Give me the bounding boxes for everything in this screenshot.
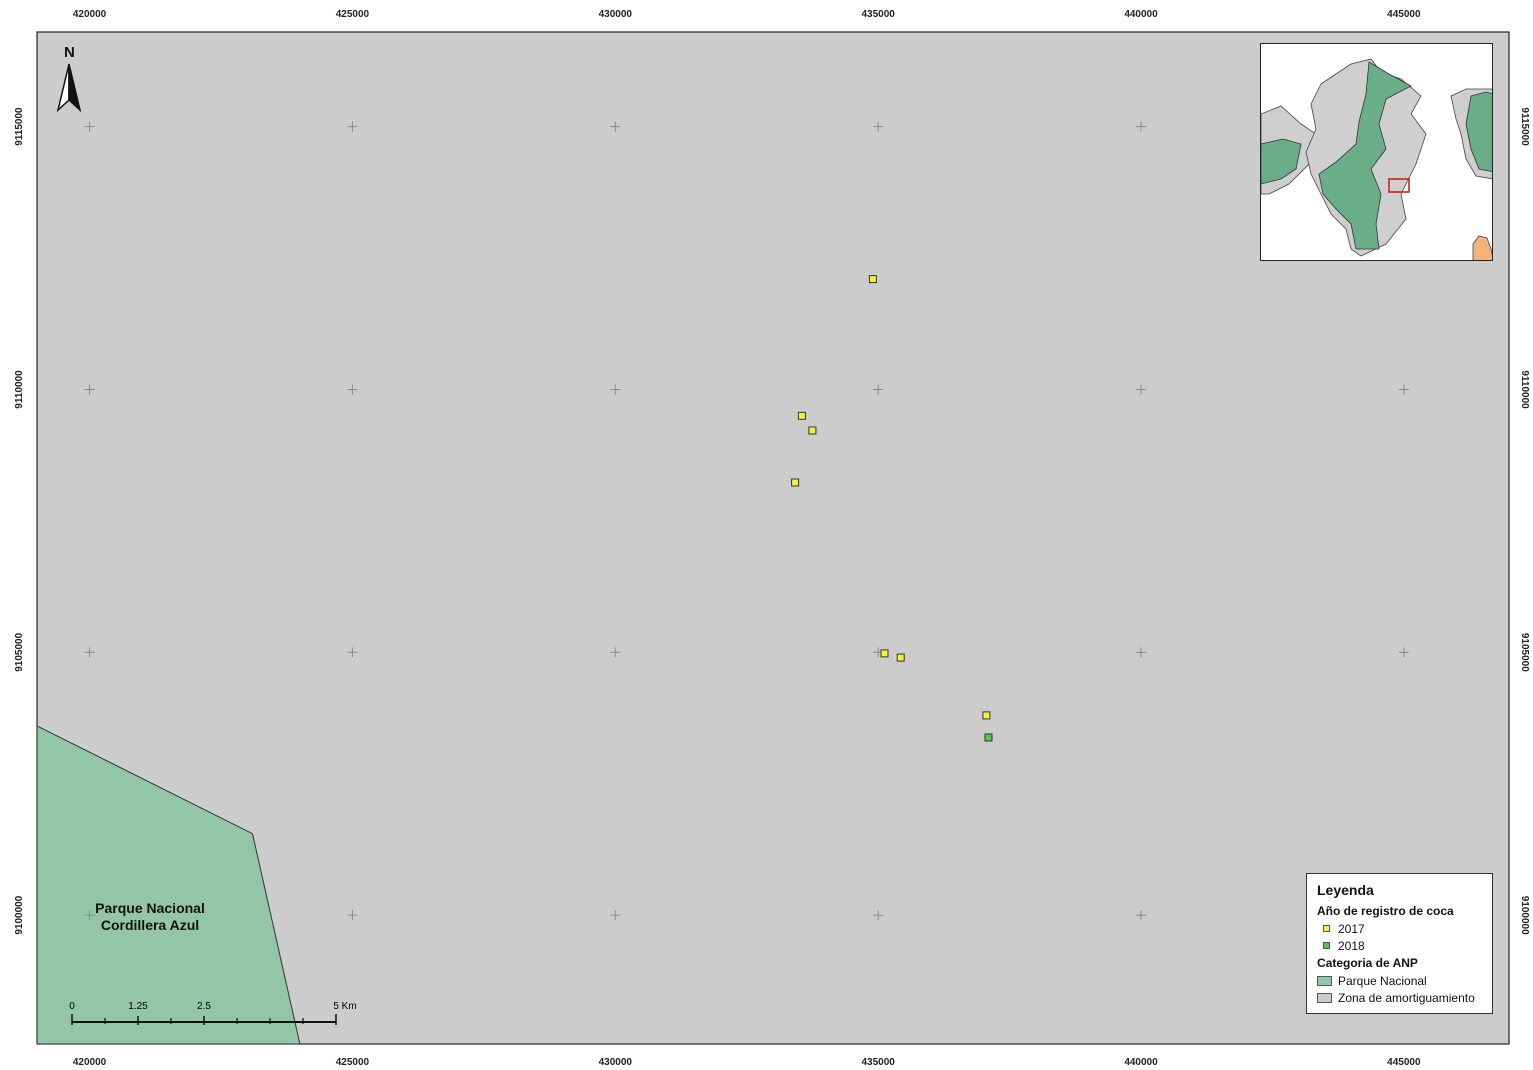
scale-label-5km: 5 Km (333, 1001, 356, 1012)
graticule-cross-2-2 (610, 647, 621, 658)
legend-item-2017: 2017 (1317, 920, 1484, 937)
legend-label-parque-nacional: Parque Nacional (1338, 973, 1427, 988)
legend-label-zona-amortiguamiento: Zona de amortiguamiento (1338, 990, 1475, 1005)
y-tick-left-0: 9115000 (14, 107, 25, 146)
park-label-line2: Cordillera Azul (100, 917, 200, 933)
north-arrow-icon (56, 63, 82, 113)
inset-park-east (1465, 91, 1492, 173)
legend-title: Leyenda (1317, 882, 1374, 898)
x-tick-bottom-5: 445000 (1387, 1057, 1421, 1068)
bottom-x-tick-labels: 420000 425000 430000 435000 440000 445000 (73, 1057, 1421, 1068)
x-tick-top-3: 435000 (861, 9, 895, 20)
legend-swatch-2017 (1323, 925, 1330, 932)
scale-label-2-5: 2.5 (197, 1001, 211, 1012)
x-tick-top-1: 425000 (336, 9, 370, 20)
graticule-cross-5-2 (1398, 647, 1409, 658)
y-tick-left-2: 9105000 (14, 632, 25, 671)
inset-park-west (1261, 138, 1302, 185)
x-tick-top-2: 430000 (599, 9, 633, 20)
y-tick-right-3: 9100000 (1519, 896, 1530, 935)
graticule-cross-1-3 (347, 910, 358, 921)
graticule-cross-0-0 (84, 121, 95, 132)
right-y-tick-labels: 9115000 9110000 9105000 9100000 (1519, 107, 1530, 935)
y-tick-right-2: 9105000 (1519, 633, 1530, 672)
coca-record-2017-3 (791, 478, 800, 487)
locator-inset-drawing (1261, 58, 1492, 260)
graticule-cross-0-2 (84, 647, 95, 658)
graticule-cross-1-2 (347, 647, 358, 658)
graticule-cross-2-0 (610, 121, 621, 132)
graticule-cross-4-3 (1136, 910, 1146, 921)
legend-label-2018: 2018 (1338, 938, 1365, 953)
legend-label-2017: 2017 (1338, 921, 1365, 936)
inset-study-area-frame (1388, 178, 1410, 193)
scale-label-0: 0 (69, 1001, 75, 1012)
x-tick-top-4: 440000 (1124, 9, 1158, 20)
y-tick-left-3: 9100000 (14, 895, 25, 934)
y-tick-left-1: 9110000 (14, 370, 25, 409)
scale-label-1-25: 1.25 (128, 1001, 148, 1012)
x-tick-top-5: 445000 (1387, 9, 1421, 20)
y-tick-right-0: 9115000 (1519, 107, 1530, 146)
left-y-tick-labels: 9115000 9110000 9105000 9100000 (14, 107, 25, 935)
coca-record-2017-2 (808, 426, 817, 435)
coca-record-2017-0 (868, 275, 877, 284)
legend-item-zona-amortiguamiento: Zona de amortiguamiento (1317, 989, 1484, 1006)
national-park-area (36, 725, 301, 1045)
graticule-cross-1-1 (347, 384, 358, 395)
graticule-cross-2-3 (610, 910, 621, 921)
coca-record-2017-1 (797, 411, 806, 420)
coca-record-2018-7 (984, 733, 993, 742)
inset-other-area (1472, 235, 1492, 260)
legend-swatch-zona-amortiguamiento (1317, 992, 1332, 1003)
inset-park-main (1318, 61, 1412, 250)
coca-record-2017-5 (896, 653, 905, 662)
scale-bar: 0 1.25 2.5 5 Km (69, 1001, 357, 1025)
graticule-cross-3-0 (873, 121, 884, 132)
x-tick-bottom-3: 435000 (861, 1057, 895, 1068)
park-label-line1: Parque Nacional (95, 900, 205, 916)
graticule-cross-2-1 (610, 384, 621, 395)
legend-swatch-parque-nacional (1317, 975, 1332, 986)
legend-swatch-2018 (1323, 942, 1330, 949)
y-tick-right-1: 9110000 (1519, 370, 1530, 409)
legend: Leyenda Año de registro de coca 2017 201… (1306, 873, 1493, 1014)
legend-item-parque-nacional: Parque Nacional (1317, 972, 1484, 989)
coca-records (791, 275, 993, 742)
graticule-cross-4-0 (1136, 121, 1146, 132)
x-tick-bottom-1: 425000 (336, 1057, 370, 1068)
graticule-cross-1-0 (347, 121, 358, 132)
legend-areas-heading: Categoria de ANP (1317, 956, 1418, 970)
x-tick-top-0: 420000 (73, 9, 107, 20)
locator-inset-map (1260, 43, 1493, 261)
graticule-cross-3-1 (873, 384, 884, 395)
x-tick-bottom-0: 420000 (73, 1057, 107, 1068)
x-tick-bottom-2: 430000 (599, 1057, 633, 1068)
legend-item-2018: 2018 (1317, 937, 1484, 954)
graticule-cross-3-3 (873, 910, 884, 921)
park-label: Parque Nacional Cordillera Azul (70, 900, 230, 934)
graticule-cross-5-1 (1398, 384, 1409, 395)
graticule-cross-0-1 (84, 384, 95, 395)
north-label: N (64, 44, 75, 61)
top-x-tick-labels: 420000 425000 430000 435000 440000 445000 (73, 9, 1421, 20)
coca-record-2017-4 (880, 649, 889, 658)
coca-record-2017-6 (982, 711, 991, 720)
legend-points-heading: Año de registro de coca (1317, 904, 1454, 918)
x-tick-bottom-4: 440000 (1124, 1057, 1158, 1068)
graticule-cross-4-1 (1136, 384, 1146, 395)
graticule-cross-4-2 (1136, 647, 1146, 658)
graticule-cross-0-3 (84, 910, 95, 921)
